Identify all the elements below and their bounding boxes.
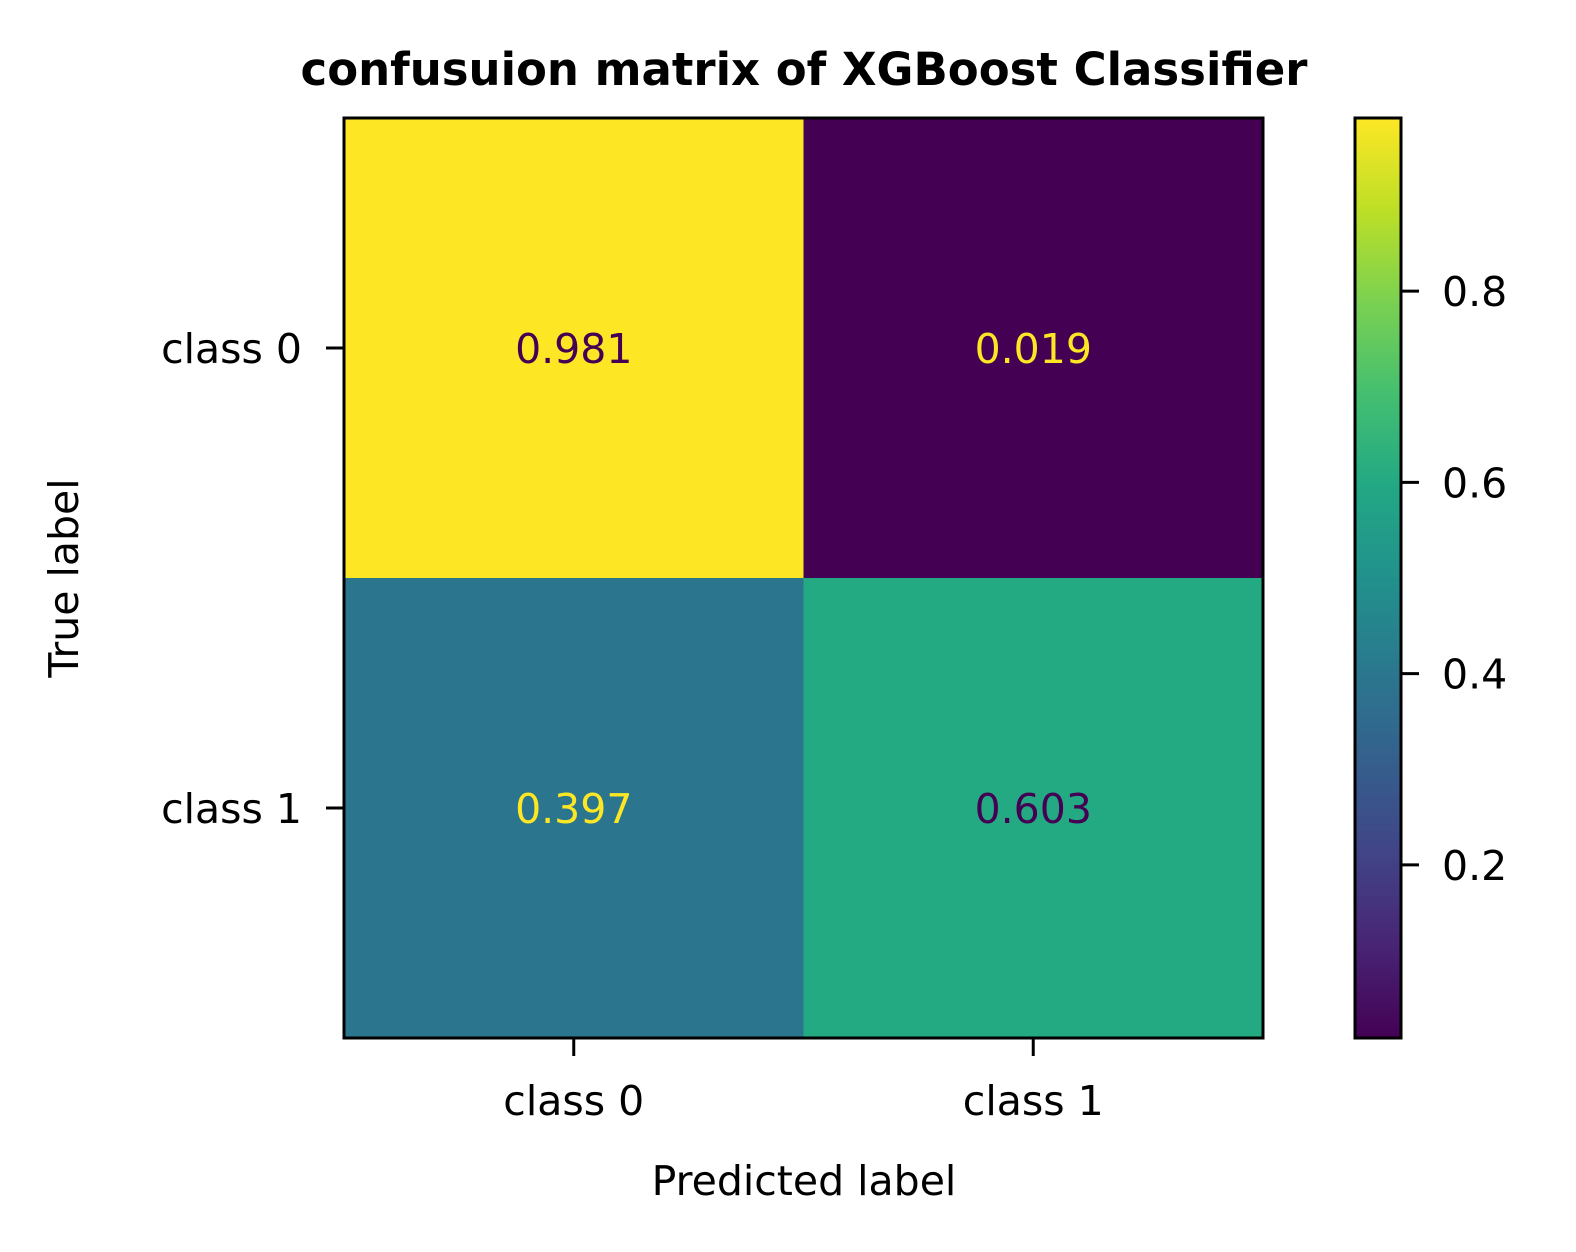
matrix-cell xyxy=(803,118,1264,579)
cell-value-label: 0.397 xyxy=(515,785,632,833)
matrix-cells xyxy=(344,118,1264,1039)
colorbar-tick-label: 0.6 xyxy=(1442,459,1507,507)
cell-value-label: 0.981 xyxy=(515,325,632,373)
y-axis-ticks: class 0 class 1 xyxy=(161,325,344,833)
colorbar-ticks: 0.2 0.4 0.6 0.8 xyxy=(1401,268,1507,890)
y-tick-label: class 1 xyxy=(161,785,302,833)
x-tick-label: class 0 xyxy=(503,1077,644,1125)
colorbar-tick-label: 0.2 xyxy=(1442,842,1507,890)
matrix-cell xyxy=(344,118,804,579)
colorbar-tick-label: 0.8 xyxy=(1442,268,1507,316)
cell-value-label: 0.019 xyxy=(975,325,1092,373)
colorbar-tick-label: 0.4 xyxy=(1442,651,1507,699)
cell-value-label: 0.603 xyxy=(975,785,1092,833)
chart-title: confusuion matrix of XGBoost Classifier xyxy=(301,43,1309,96)
matrix-value-labels: 0.981 0.019 0.397 0.603 xyxy=(515,325,1092,833)
colorbar xyxy=(1353,116,1403,1040)
x-tick-label: class 1 xyxy=(963,1077,1104,1125)
matrix-cell xyxy=(344,578,804,1039)
y-tick-label: class 0 xyxy=(161,325,302,373)
x-axis-label: Predicted label xyxy=(652,1157,957,1205)
matrix-frame xyxy=(342,116,1265,1040)
x-axis-ticks: class 0 class 1 xyxy=(503,1038,1104,1125)
y-axis-label: True label xyxy=(40,478,88,678)
matrix-cell xyxy=(803,578,1264,1039)
